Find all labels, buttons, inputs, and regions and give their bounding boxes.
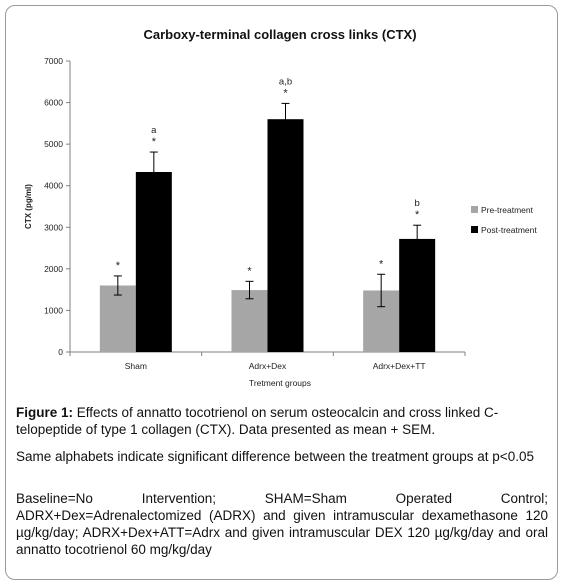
chart-svg: Carboxy-terminal collagen cross links (C… xyxy=(24,27,537,388)
x-axis-title: Tretment groups xyxy=(249,378,311,388)
bar-post-treatment xyxy=(267,119,304,352)
bar-pre-treatment xyxy=(99,285,136,352)
y-tick-label: 0 xyxy=(58,347,63,357)
abbreviation-legend: Baseline=No Intervention; SHAM=Sham Oper… xyxy=(16,491,548,557)
y-tick-label: 7000 xyxy=(44,56,63,66)
legend-swatch-pre-treatment xyxy=(471,206,478,213)
significance-note: Same alphabets indicate significant diff… xyxy=(16,449,534,464)
y-tick-label: 1000 xyxy=(44,305,63,315)
bar-pre-treatment xyxy=(231,290,268,352)
figure-caption: Figure 1: Effects of annatto tocotrienol… xyxy=(16,404,548,438)
legend-label-post-treatment: Post-treatment xyxy=(481,225,537,235)
legend-swatch-post-treatment xyxy=(471,226,478,233)
significance-asterisk: * xyxy=(152,136,157,148)
significance-asterisk: * xyxy=(247,265,252,277)
x-tick-label: Sham xyxy=(125,361,147,371)
legend-label-pre-treatment: Pre-treatment xyxy=(481,205,534,215)
bar-post-treatment xyxy=(135,171,172,352)
chart-title: Carboxy-terminal collagen cross links (C… xyxy=(143,27,416,42)
y-tick-label: 5000 xyxy=(44,139,63,149)
y-axis-title: CTX (pg/ml) xyxy=(24,184,33,229)
y-tick-label: 2000 xyxy=(44,264,63,274)
figure-caption-text: Effects of annatto tocotrienol on serum … xyxy=(16,405,499,437)
y-tick-label: 3000 xyxy=(44,222,63,232)
y-tick-label: 4000 xyxy=(44,181,63,191)
significance-asterisk: * xyxy=(415,209,420,221)
chart: Carboxy-terminal collagen cross links (C… xyxy=(12,12,552,400)
significance-letter: a xyxy=(151,125,157,136)
y-tick-label: 6000 xyxy=(44,98,63,108)
significance-letter: b xyxy=(415,198,420,209)
significance-asterisk: * xyxy=(379,258,384,270)
figure-label: Figure 1: xyxy=(16,405,74,420)
significance-asterisk: * xyxy=(283,87,288,99)
x-tick-label: Adrx+Dex+TT xyxy=(373,361,426,371)
bar-post-treatment xyxy=(399,238,436,352)
significance-letter: a,b xyxy=(279,76,292,87)
x-tick-label: Adrx+Dex xyxy=(249,361,287,371)
significance-asterisk: * xyxy=(116,260,121,272)
